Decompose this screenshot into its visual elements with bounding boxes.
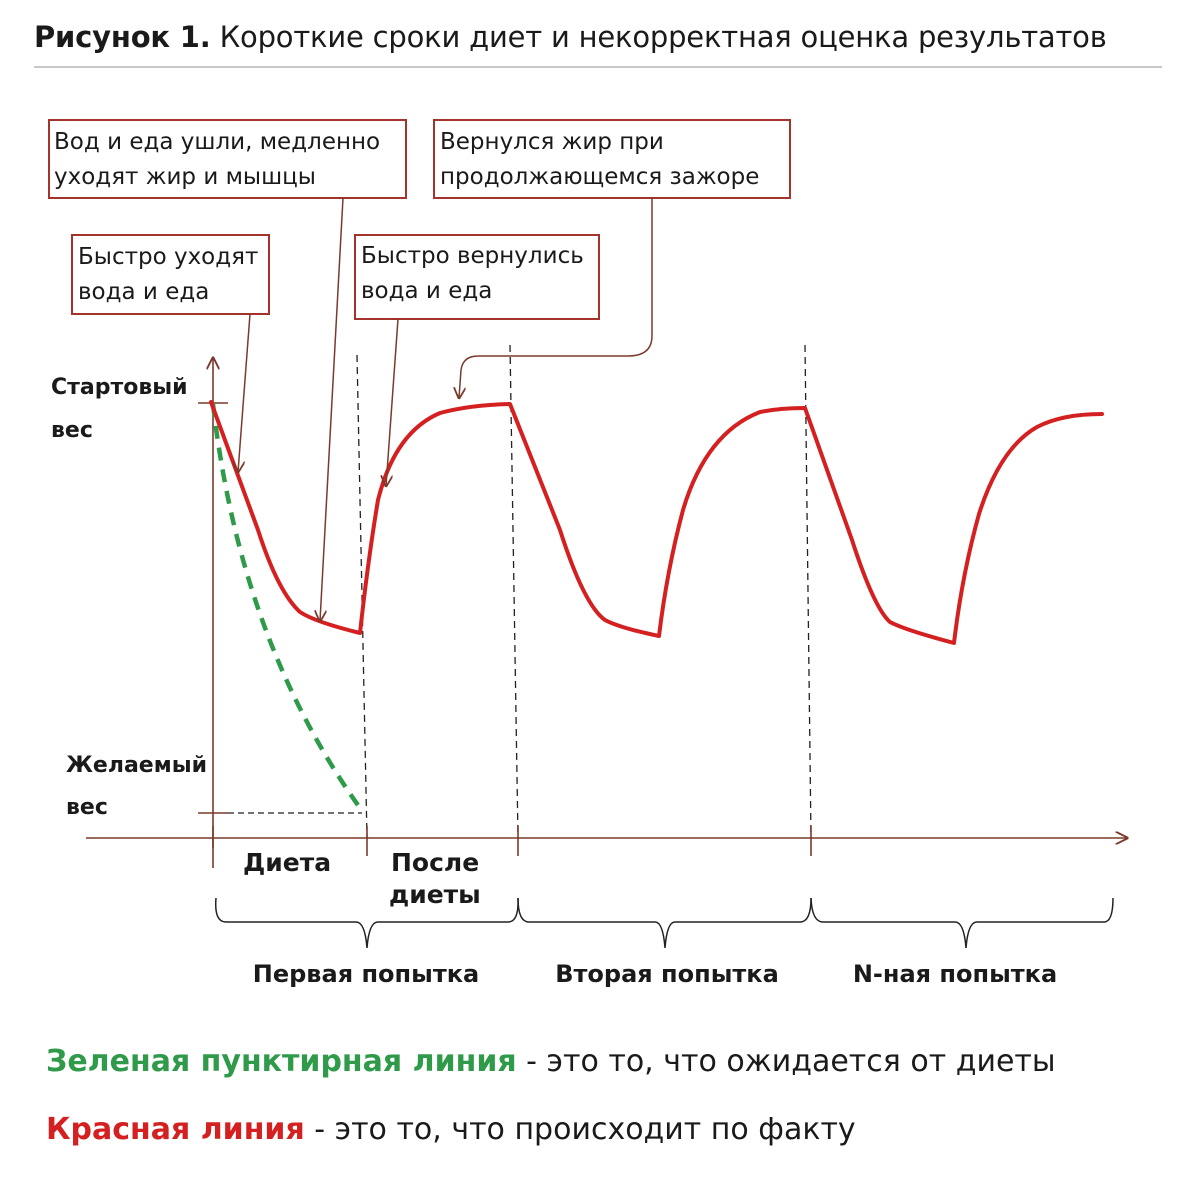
leader-fast-loss <box>238 313 251 472</box>
attempt-first-label: Первая попытка <box>253 960 479 988</box>
target-weight-label-line-1: Желаемый <box>66 753 207 778</box>
phase-after-diet-line-2: диеты <box>389 880 481 909</box>
legend-expected-text: - это то, что ожидается от диеты <box>516 1044 1056 1079</box>
legend-expected-key: Зеленая пунктирная линия <box>46 1044 517 1079</box>
callout-fat-returned-box <box>433 119 791 199</box>
attempt-1-end-divider <box>509 344 519 839</box>
weight-cycle-diagram: Вод и еда ушли, медленно уходят жир и мы… <box>48 119 1200 988</box>
callout-fast-return-line-2: вода и еда <box>361 278 492 304</box>
callout-fat-returned-line-2: продолжающемся зажоре <box>440 164 759 190</box>
callout-fast-return-line-1: Быстро вернулись <box>361 243 584 269</box>
legend-actual-key: Красная линия <box>46 1112 305 1147</box>
callout-water-food-gone-line-1: Вод и еда ушли, медленно <box>54 129 380 155</box>
callout-fast-return-box <box>354 234 600 320</box>
figure-number: Рисунок 1. <box>34 20 211 54</box>
callout-fast-loss-box <box>71 234 270 315</box>
callout-water-food-gone-line-2: уходят жир и мышцы <box>54 164 316 190</box>
start-weight-label-line-2: вес <box>51 418 93 443</box>
start-weight-label-line-1: Стартовый <box>51 375 188 400</box>
callout-fast-loss-line-1: Быстро уходят <box>78 244 258 270</box>
legend-expected: Зеленая пунктирная линия - это то, что о… <box>46 1044 1056 1079</box>
legend-actual: Красная линия - это то, что происходит п… <box>46 1112 856 1147</box>
leader-water-food-gone <box>320 197 344 621</box>
callout-fat-returned-line-1: Вернулся жир при <box>440 129 664 155</box>
attempt-second-label: Вторая попытка <box>555 960 779 988</box>
callout-water-food-gone-box <box>48 119 407 199</box>
phase-after-diet-line-1: После <box>391 848 479 877</box>
figure-title: Рисунок 1. Короткие сроки диет и некорре… <box>34 20 1107 54</box>
callout-fast-loss-line-2: вода и еда <box>78 279 209 305</box>
brace-n-attempt <box>810 897 1114 949</box>
figure-title-text: Короткие сроки диет и некорректная оценк… <box>219 20 1107 54</box>
actual-weight-line <box>209 400 1104 645</box>
leader-fat-returned <box>459 198 653 398</box>
brace-first-attempt <box>214 897 519 949</box>
brace-second-attempt <box>517 897 812 949</box>
attempt-2-end-divider <box>804 344 812 839</box>
diet-end-divider <box>356 354 368 839</box>
leader-fast-return <box>386 318 399 486</box>
phase-diet-label: Диета <box>243 848 331 877</box>
expected-weight-line <box>210 403 362 810</box>
legend-actual-text: - это то, что происходит по факту <box>304 1112 856 1147</box>
target-weight-label-line-2: вес <box>66 795 108 820</box>
attempt-n-label: N-ная попытка <box>853 960 1057 988</box>
title-divider <box>34 66 1162 68</box>
